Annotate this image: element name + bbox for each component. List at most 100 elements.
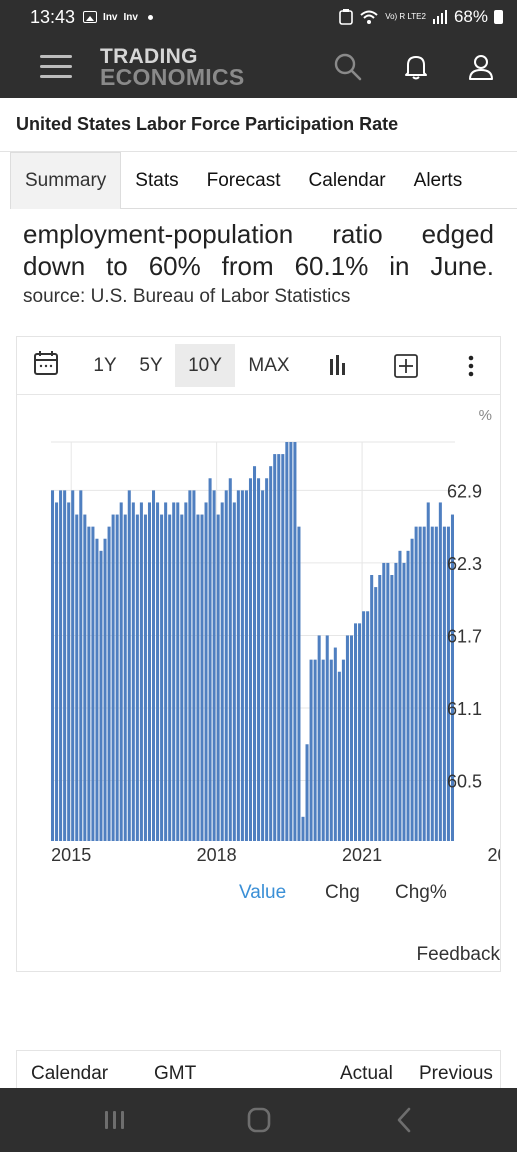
- chart-bar[interactable]: [297, 526, 301, 841]
- chart-bar[interactable]: [293, 442, 297, 841]
- chart-bar[interactable]: [160, 514, 164, 841]
- chart-bar[interactable]: [95, 538, 99, 841]
- bar-chart-icon[interactable]: [323, 344, 353, 387]
- chart-bar[interactable]: [329, 659, 333, 841]
- chart-bar[interactable]: [265, 478, 269, 841]
- chart-bar[interactable]: [386, 562, 390, 841]
- bell-icon[interactable]: [401, 52, 431, 82]
- chart-bar[interactable]: [305, 744, 309, 841]
- chart-bar[interactable]: [378, 575, 382, 841]
- chart-bar[interactable]: [147, 502, 151, 841]
- chart-bar[interactable]: [281, 454, 285, 841]
- chart-bar[interactable]: [143, 514, 147, 841]
- chart-bar[interactable]: [414, 526, 418, 841]
- home-icon[interactable]: [242, 1104, 276, 1136]
- chart-bar[interactable]: [349, 635, 353, 841]
- chart-bar[interactable]: [123, 514, 127, 841]
- tab-calendar[interactable]: Calendar: [308, 169, 386, 191]
- chart-bar[interactable]: [152, 490, 156, 841]
- chart-bar[interactable]: [362, 611, 366, 841]
- legend-chg[interactable]: Chg: [325, 882, 360, 903]
- chart-bar[interactable]: [55, 502, 59, 841]
- chart-bar[interactable]: [406, 550, 410, 841]
- chart-bar[interactable]: [87, 526, 91, 841]
- chart-bar[interactable]: [321, 659, 325, 841]
- chart-bar[interactable]: [51, 490, 55, 841]
- chart-bar[interactable]: [115, 514, 119, 841]
- more-vertical-icon[interactable]: [461, 344, 481, 387]
- logo[interactable]: TRADING ECONOMICS: [100, 46, 245, 89]
- chart-bar[interactable]: [67, 502, 71, 841]
- chart-bar[interactable]: [345, 635, 349, 841]
- chart-bar[interactable]: [220, 502, 224, 841]
- chart-bar[interactable]: [394, 562, 398, 841]
- chart-bar[interactable]: [390, 575, 394, 841]
- chart-bar[interactable]: [192, 490, 196, 841]
- chart-bar[interactable]: [366, 611, 370, 841]
- chart-bar[interactable]: [422, 526, 426, 841]
- chart-bar[interactable]: [442, 526, 446, 841]
- chart-bar[interactable]: [273, 454, 277, 841]
- chart-bar[interactable]: [309, 659, 313, 841]
- chart-bar[interactable]: [172, 502, 176, 841]
- chart-bar[interactable]: [354, 623, 358, 841]
- chart-bar[interactable]: [240, 490, 244, 841]
- chart-bar[interactable]: [156, 502, 160, 841]
- chart-bar[interactable]: [402, 562, 406, 841]
- chart-bar[interactable]: [131, 502, 135, 841]
- chart-bar[interactable]: [164, 502, 168, 841]
- chart-bar[interactable]: [236, 490, 240, 841]
- chart-bar[interactable]: [59, 490, 63, 841]
- chart-bar[interactable]: [208, 478, 212, 841]
- chart-bar[interactable]: [71, 490, 75, 841]
- calendar-icon[interactable]: [31, 344, 61, 387]
- plus-box-icon[interactable]: [391, 344, 421, 387]
- recent-apps-icon[interactable]: [98, 1104, 132, 1136]
- chart-bar[interactable]: [196, 514, 200, 841]
- chart-bar[interactable]: [168, 514, 172, 841]
- chart-bar[interactable]: [188, 490, 192, 841]
- chart-bar[interactable]: [176, 502, 180, 841]
- chart-bar[interactable]: [79, 490, 83, 841]
- chart-bar[interactable]: [99, 550, 103, 841]
- chart-bar[interactable]: [257, 478, 261, 841]
- chart-bar[interactable]: [216, 514, 220, 841]
- chart-bar[interactable]: [446, 526, 450, 841]
- chart-bar[interactable]: [325, 635, 329, 841]
- chart-bar[interactable]: [285, 442, 289, 841]
- tab-stats[interactable]: Stats: [135, 169, 179, 191]
- chart-bar[interactable]: [430, 526, 434, 841]
- user-icon[interactable]: [466, 52, 496, 82]
- chart-bar[interactable]: [358, 623, 362, 841]
- chart-bar[interactable]: [111, 514, 115, 841]
- chart-bar[interactable]: [248, 478, 252, 841]
- chart-bar[interactable]: [127, 490, 131, 841]
- chart-bar[interactable]: [434, 526, 438, 841]
- back-icon[interactable]: [388, 1104, 422, 1136]
- chart-bar[interactable]: [301, 816, 305, 841]
- chart-bar[interactable]: [410, 538, 414, 841]
- chart-bar[interactable]: [289, 442, 293, 841]
- chart-bar[interactable]: [103, 538, 107, 841]
- chart-bar[interactable]: [184, 502, 188, 841]
- chart-bar[interactable]: [450, 514, 454, 841]
- chart-bar[interactable]: [426, 502, 430, 841]
- chart-bar[interactable]: [212, 490, 216, 841]
- chart-bar[interactable]: [382, 562, 386, 841]
- search-icon[interactable]: [333, 52, 363, 82]
- chart-bar[interactable]: [119, 502, 123, 841]
- chart-bar[interactable]: [204, 502, 208, 841]
- chart-bar[interactable]: [337, 671, 341, 841]
- chart-bar[interactable]: [341, 659, 345, 841]
- range-1y-button[interactable]: 1Y: [93, 354, 117, 376]
- chart-bar[interactable]: [139, 502, 143, 841]
- chart-bar[interactable]: [244, 490, 248, 841]
- menu-icon[interactable]: [40, 54, 72, 80]
- chart-bar[interactable]: [261, 490, 265, 841]
- chart-bar[interactable]: [277, 454, 281, 841]
- chart-bar[interactable]: [232, 502, 236, 841]
- chart-bar[interactable]: [317, 635, 321, 841]
- chart-bar[interactable]: [438, 502, 442, 841]
- chart-bar[interactable]: [228, 478, 232, 841]
- tab-forecast[interactable]: Forecast: [206, 169, 281, 191]
